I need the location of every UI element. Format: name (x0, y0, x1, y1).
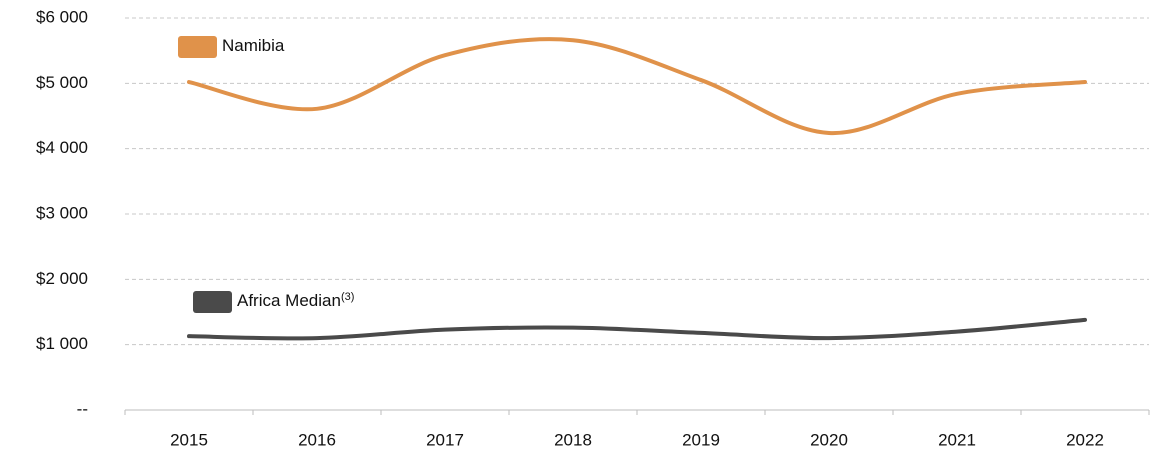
legend-name: Africa Median (237, 291, 341, 310)
legend-swatch (178, 36, 217, 58)
y-tick-label: $1 000 (36, 334, 88, 353)
y-tick-label: $4 000 (36, 138, 88, 157)
x-tick-label: 2019 (682, 430, 720, 449)
legend-label: Namibia (222, 36, 285, 55)
x-tick-label: 2020 (810, 430, 848, 449)
y-tick-label: $6 000 (36, 7, 88, 26)
y-tick-label: -- (77, 399, 88, 418)
y-tick-label: $2 000 (36, 269, 88, 288)
x-tick-label: 2022 (1066, 430, 1104, 449)
y-tick-label: $3 000 (36, 203, 88, 222)
legend-swatch (193, 291, 232, 313)
x-tick-label: 2015 (170, 430, 208, 449)
series-line (187, 37, 1087, 135)
x-tick-label: 2017 (426, 430, 464, 449)
x-tick-label: 2016 (298, 430, 336, 449)
series-line (187, 317, 1087, 341)
x-tick-label: 2018 (554, 430, 592, 449)
legend-label: Africa Median(3) (237, 291, 354, 311)
y-tick-label: $5 000 (36, 73, 88, 92)
legend-name: Namibia (222, 36, 285, 55)
x-tick-label: 2021 (938, 430, 976, 449)
legend-note: (3) (341, 291, 354, 303)
